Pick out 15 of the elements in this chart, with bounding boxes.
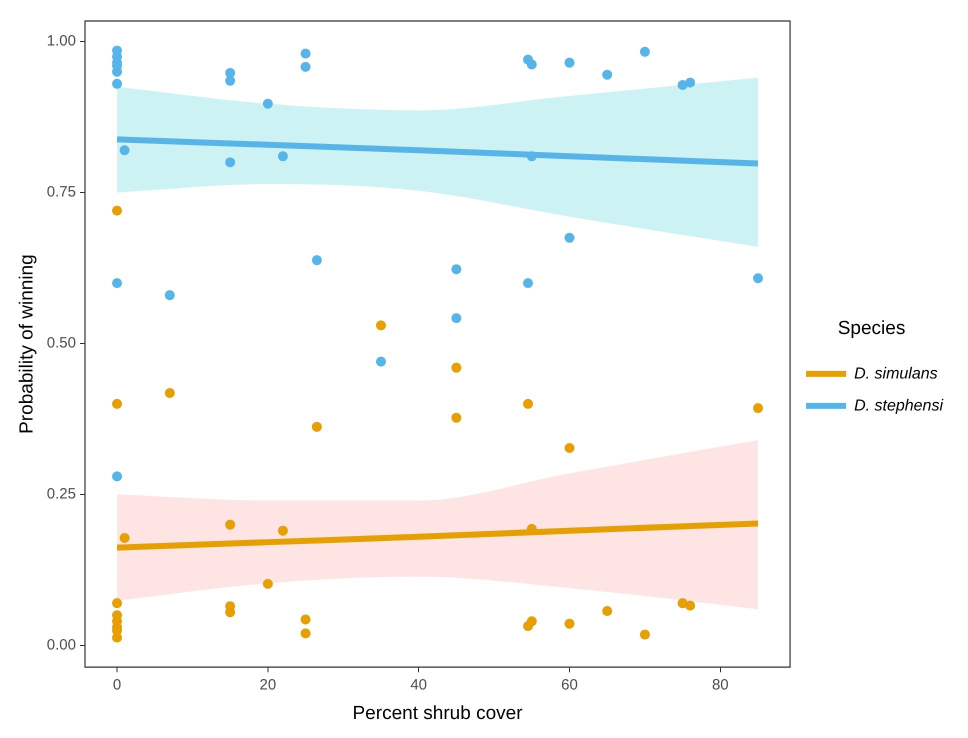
- x-tick-label: 40: [410, 676, 428, 694]
- y-tick-label: 0.50: [46, 334, 76, 352]
- y-tick-label: 0.75: [46, 184, 76, 201]
- y-tick-label: 1.00: [46, 32, 76, 50]
- legend-label: D. stephensi: [854, 397, 944, 414]
- legend-label: D. simulans: [854, 365, 938, 382]
- y-axis-title: Probability of winning: [16, 254, 38, 434]
- x-tick-label: 80: [712, 676, 729, 694]
- legend-title: Species: [838, 318, 906, 339]
- x-tick-label: 60: [561, 676, 578, 694]
- x-tick-label: 0: [112, 676, 122, 694]
- y-tick-label: 0.00: [46, 636, 76, 654]
- x-tick-label: 20: [260, 676, 276, 694]
- y-tick-label: 0.25: [46, 486, 76, 503]
- x-axis-title: Percent shrub cover: [352, 702, 524, 724]
